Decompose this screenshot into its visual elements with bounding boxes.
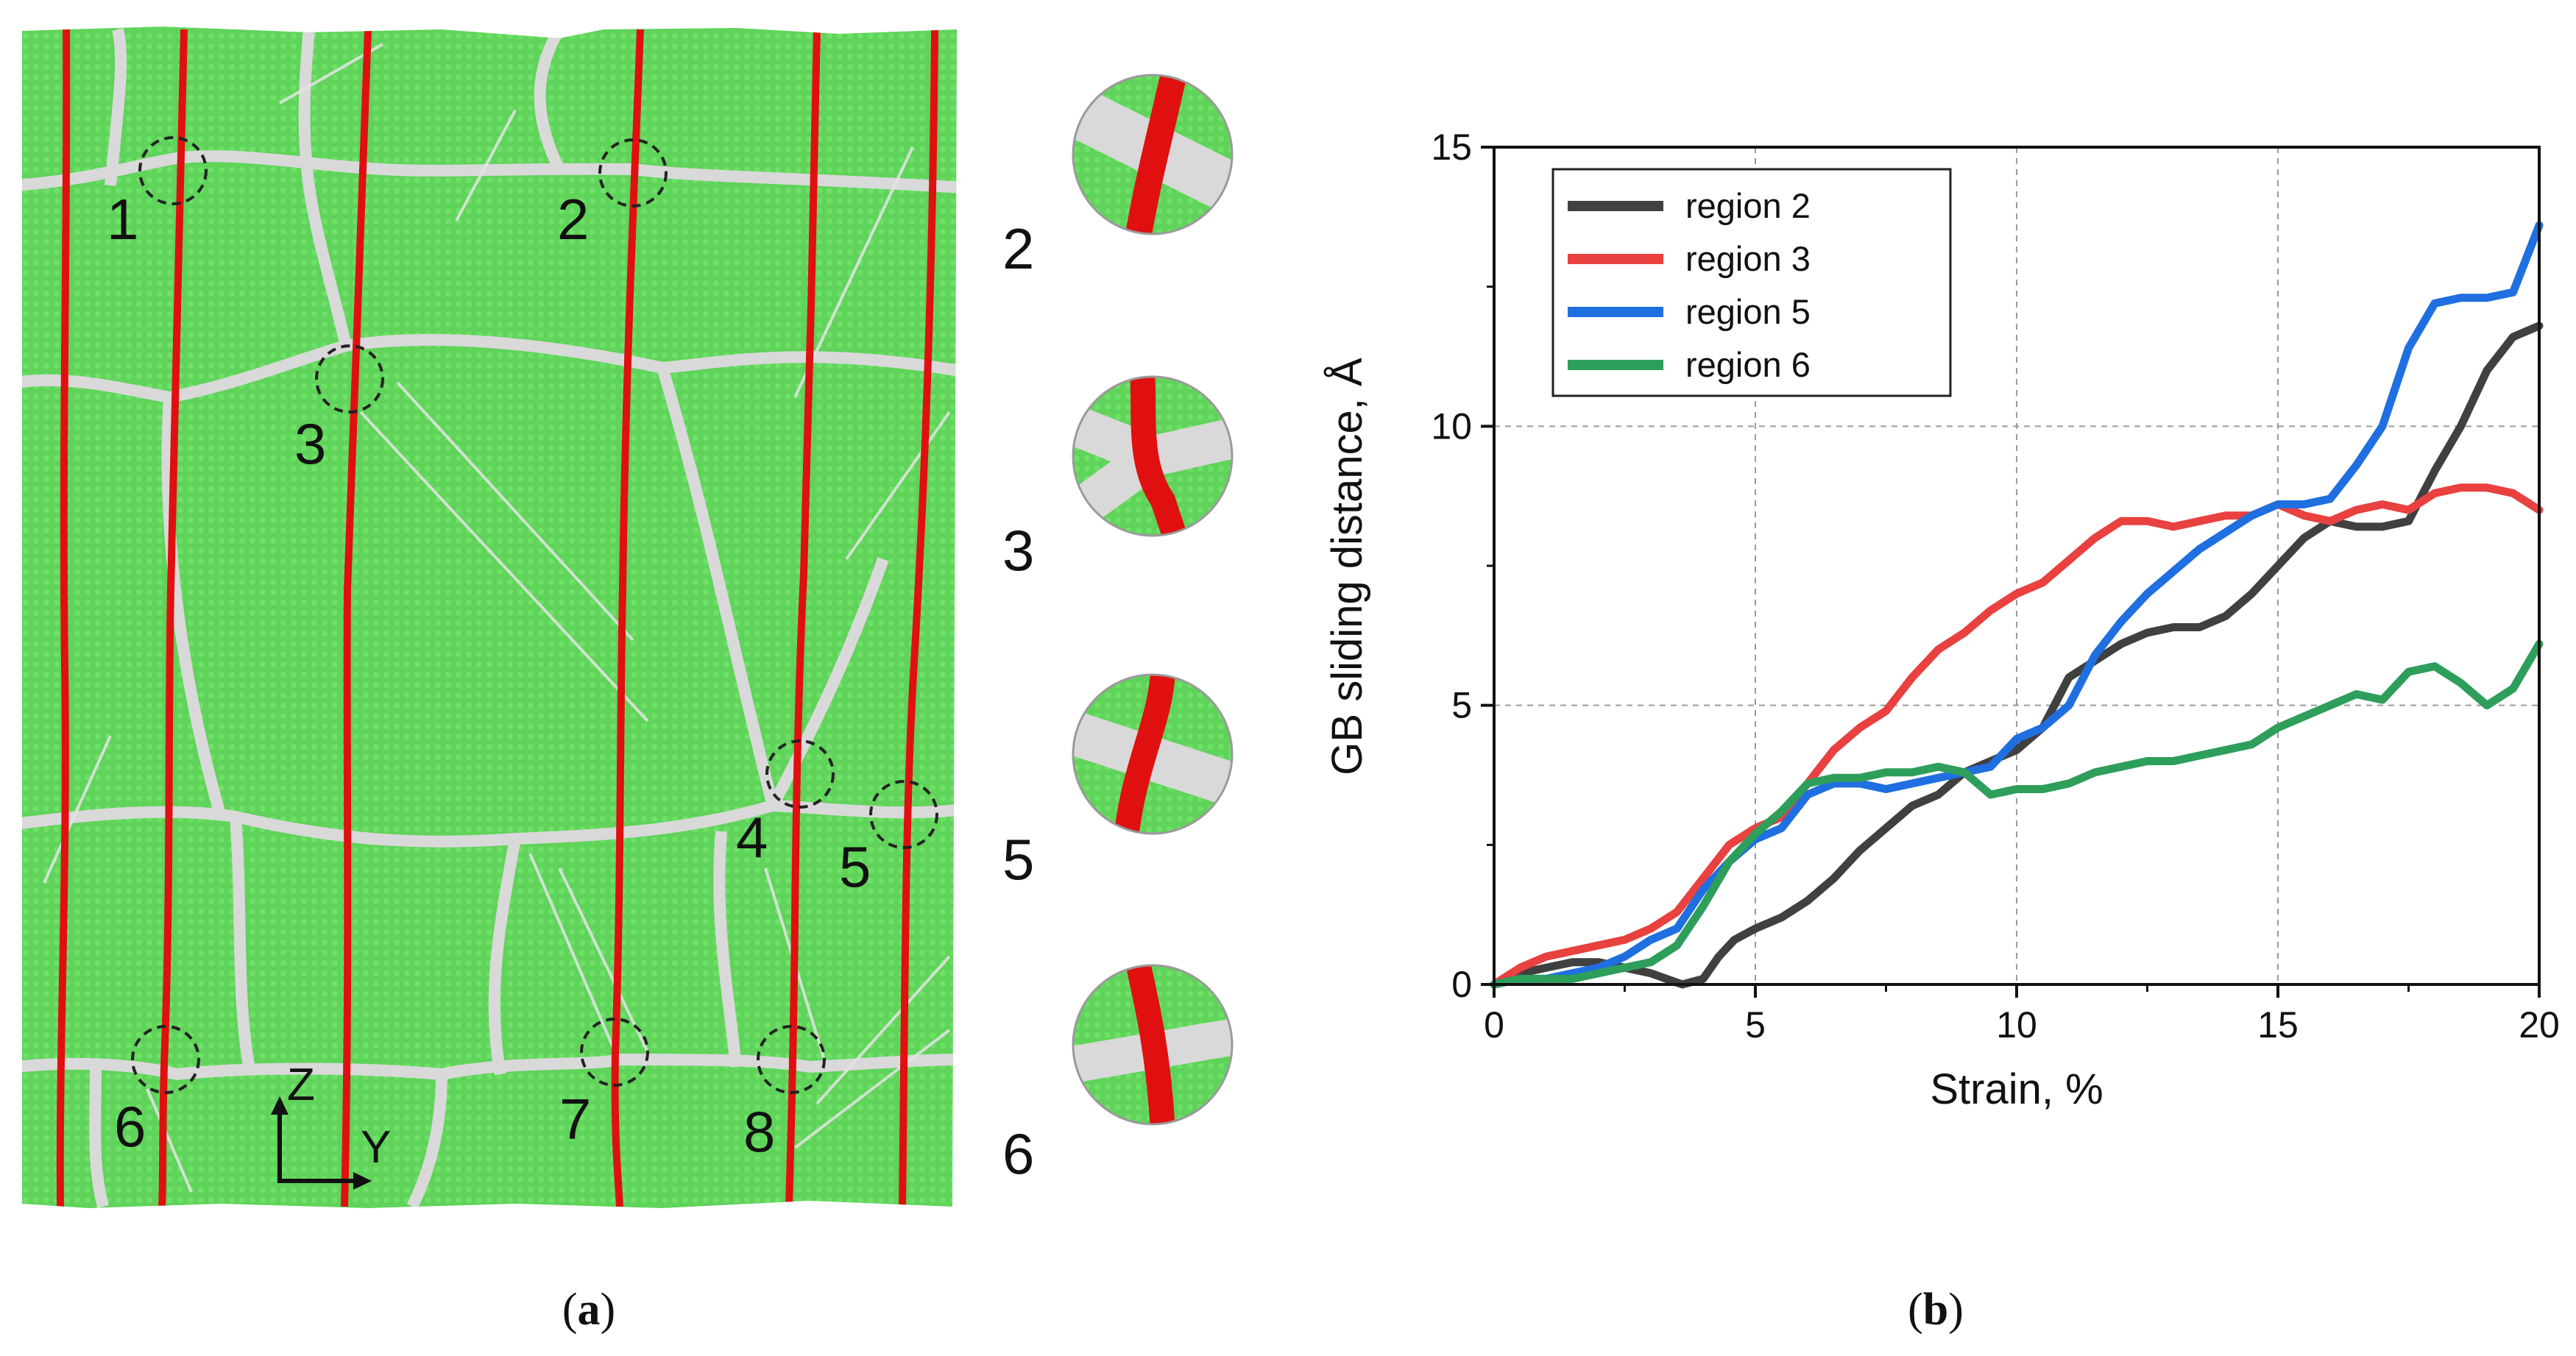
series-line-region-3 [1490,483,2544,989]
z-arrow-head-icon [271,1096,289,1115]
region-label-4: 4 [736,805,768,870]
region-label-5: 5 [839,834,871,899]
y-tick-label: 5 [1451,685,1472,726]
y-tick-label: 10 [1431,405,1472,447]
y-axis-label: Y [361,1122,391,1173]
region-marker-8 [757,1025,826,1094]
region-label-3: 3 [294,411,326,476]
inset-label-5: 5 [1002,827,1034,892]
y-tick-label: 0 [1451,964,1472,1005]
chart-series [1490,221,2544,989]
chart-legend: region 2 region 3 region 5 region 6 [1551,168,1952,397]
inset-label-2: 2 [1002,216,1034,281]
caption-b: (b) [1908,1285,1964,1335]
inset-label-3: 3 [1002,518,1034,583]
x-axis-title: Strain, % [1930,1065,2103,1113]
legend-label: region 5 [1685,292,1811,331]
region-labels: 1 2 3 4 5 6 7 8 [107,187,871,1164]
region-marker-4 [765,739,835,809]
inset-region-3 [1073,377,1232,536]
tracked-atom-columns [56,29,938,1207]
x-tick-label: 10 [1996,1004,2037,1046]
inset-label-6: 6 [1002,1121,1034,1186]
region-label-8: 8 [743,1099,775,1164]
atomistic-snapshot-panel: 1 2 3 4 5 6 7 8 Z Y [22,26,1234,1335]
inset-region-6 [1073,965,1232,1124]
stacking-faults [43,43,951,1193]
region-label-2: 2 [557,187,589,252]
region-markers [131,136,938,1094]
legend-label: region 2 [1685,186,1811,225]
inset-labels: 2 3 5 6 [1002,216,1034,1186]
axis-triad: Z Y [271,1059,391,1190]
x-tick-label: 20 [2519,1004,2560,1046]
legend-label: region 3 [1685,239,1811,278]
y-tick-label: 15 [1431,127,1472,168]
region-label-1: 1 [107,187,138,252]
region-label-6: 6 [114,1094,146,1159]
y-axis-title: GB sliding distance, Å [1323,358,1371,775]
zoom-insets [1072,74,1234,1126]
x-tick-label: 5 [1745,1004,1766,1046]
caption-a: (a) [562,1285,615,1335]
series-line-region-6 [1490,639,2544,989]
region-marker-1 [138,136,208,205]
legend-label: region 6 [1685,345,1811,384]
grain-background [22,26,957,1208]
region-marker-6 [131,1025,200,1094]
simulation-cell [22,26,957,1208]
region-marker-2 [598,138,668,207]
region-marker-3 [315,344,384,413]
axis-ticks: 0 5 10 15 20 0 5 10 15 [1431,127,2559,1046]
inset-region-5 [1073,675,1232,834]
region-marker-7 [580,1018,649,1087]
chart-grid [1494,147,2539,984]
region-label-7: 7 [559,1087,591,1151]
x-tick-label: 15 [2257,1004,2299,1046]
z-axis-label: Z [287,1059,315,1110]
y-arrow-head-icon [353,1172,372,1190]
x-tick-label: 0 [1484,1004,1504,1046]
region-marker-5 [869,780,938,849]
inset-region-2 [1073,75,1232,234]
series-line-region-5 [1490,221,2544,989]
